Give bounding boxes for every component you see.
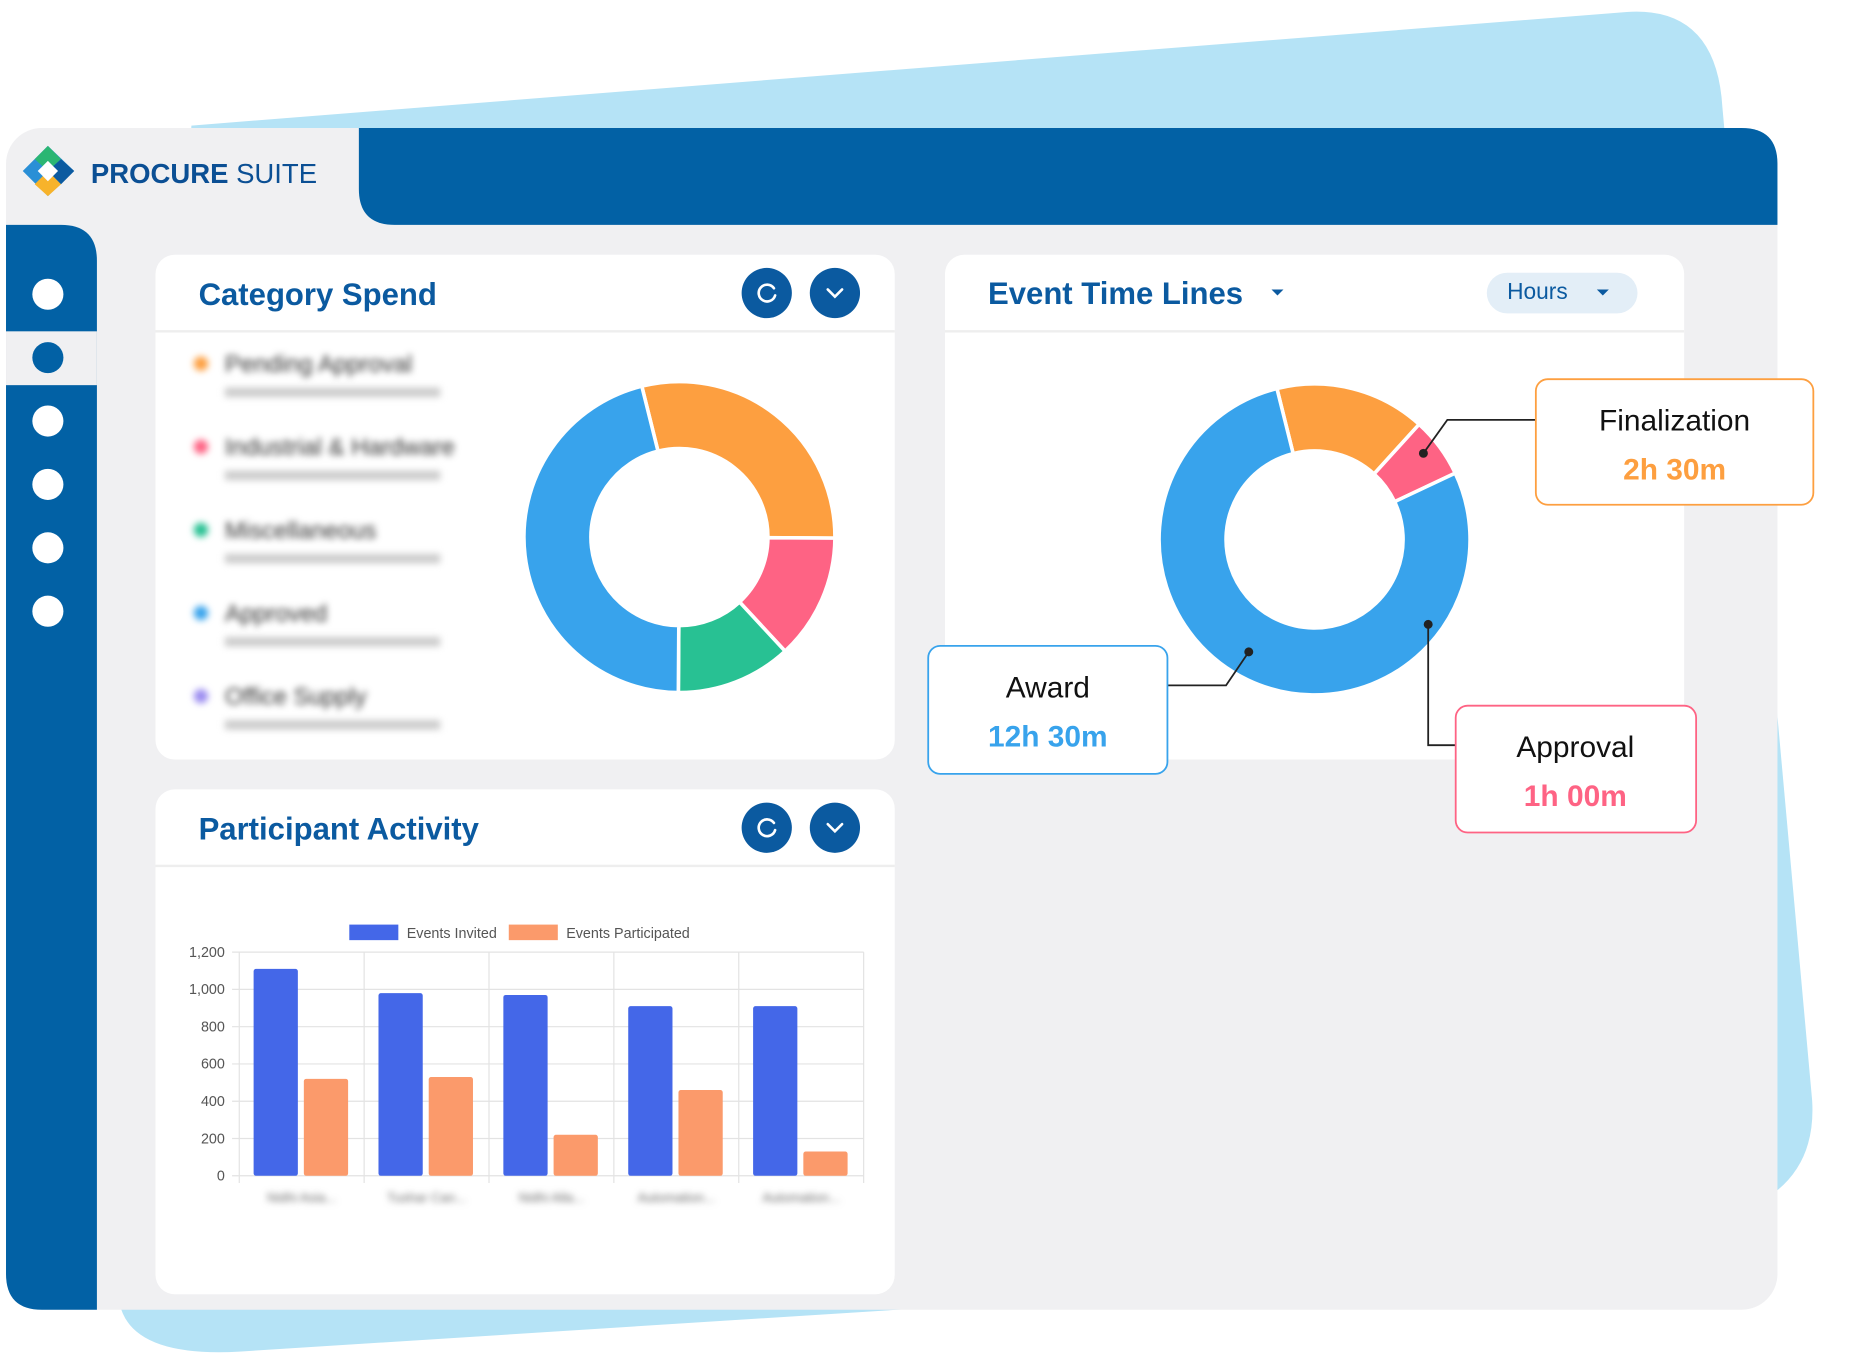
- legend-swatch: [349, 924, 399, 941]
- sidebar: [6, 224, 97, 1310]
- legend-label: Pending Approval: [225, 351, 412, 378]
- refresh-button[interactable]: [741, 802, 792, 853]
- callout-label: Award: [1006, 671, 1090, 704]
- x-tick-label: Nidhi Alla...: [519, 1190, 585, 1205]
- callout: [1534, 378, 1815, 506]
- card-title: Event Time Lines: [988, 276, 1243, 311]
- x-tick-label: Automation...: [638, 1190, 715, 1205]
- y-tick-label: 200: [201, 1131, 225, 1147]
- donut-segment: [1157, 386, 1472, 697]
- callout-label: Finalization: [1599, 405, 1750, 438]
- legend-subtext: [224, 636, 441, 647]
- brand-bold: PROCURE: [91, 158, 229, 189]
- bar: [503, 994, 548, 1176]
- callout: [1454, 704, 1698, 834]
- legend-label: Miscellaneous: [225, 517, 377, 544]
- donut-segment: [639, 379, 837, 540]
- bar: [628, 1006, 673, 1176]
- unit-label: Hours: [1507, 278, 1568, 304]
- nav-item[interactable]: [32, 405, 64, 437]
- legend-dot: [193, 439, 209, 454]
- nav-item[interactable]: [32, 595, 64, 627]
- card: [944, 254, 1685, 760]
- brand-light: SUITE: [236, 158, 317, 189]
- legend-subtext: [224, 720, 441, 730]
- legend-subtext: [224, 387, 441, 398]
- bar: [753, 1006, 798, 1176]
- expand-button[interactable]: [809, 802, 861, 853]
- dropdown-caret[interactable]: [1271, 289, 1284, 296]
- y-tick-label: 1,000: [189, 982, 225, 998]
- nav-item[interactable]: [32, 532, 64, 564]
- callout-label: Approval: [1516, 731, 1634, 764]
- x-tick-label: Nidhi Asia...: [267, 1190, 336, 1205]
- card-buttons: [741, 267, 861, 853]
- dropdown-caret: [1596, 289, 1609, 296]
- donut: [1157, 382, 1472, 697]
- legend-dot: [193, 688, 209, 704]
- refresh-button[interactable]: [741, 267, 792, 319]
- y-tick-label: 600: [201, 1057, 225, 1073]
- y-tick-label: 0: [217, 1169, 225, 1185]
- legend: Pending Approval Industrial & Hardware Mis…: [193, 351, 455, 730]
- nav-item[interactable]: [32, 468, 64, 500]
- legend-subtext: [224, 553, 441, 564]
- nav-item[interactable]: [32, 278, 64, 310]
- bar: [253, 968, 298, 1176]
- nav-item[interactable]: [32, 342, 64, 374]
- legend-label: Events Invited: [407, 926, 497, 942]
- legend-dot: [193, 356, 209, 371]
- bar: [378, 993, 423, 1176]
- bar: [803, 1151, 848, 1176]
- legend-swatch: [508, 924, 558, 941]
- legend-dot: [193, 522, 209, 538]
- legend-label: Approved: [225, 600, 327, 627]
- y-tick-label: 400: [201, 1094, 225, 1110]
- x-tick-label: Tushar Can...: [387, 1190, 466, 1205]
- donut-segment: [522, 384, 681, 695]
- callout-value: 1h 00m: [1524, 780, 1627, 813]
- y-tick-label: 1,200: [189, 945, 225, 961]
- callout-value: 12h 30m: [988, 720, 1108, 753]
- x-tick-label: Automation...: [762, 1190, 839, 1205]
- legend-label: Industrial & Hardware: [225, 434, 455, 461]
- callout-texts: Finalization 2h 30m Approval 1h 00m Award 12h…: [988, 405, 1750, 814]
- sidebar-icons: [32, 278, 64, 627]
- unit-selector[interactable]: [1486, 272, 1638, 314]
- top-bar: [358, 127, 1778, 225]
- bar: [428, 1076, 473, 1176]
- y-tick-label: 800: [201, 1019, 225, 1035]
- bar: [678, 1090, 723, 1176]
- callout-value: 2h 30m: [1623, 454, 1726, 487]
- legend-label: Office Supply: [225, 684, 367, 711]
- logo: [22, 145, 75, 197]
- legend-dot: [193, 605, 209, 621]
- bar-chart: 0 200 400 600 800 1,000 1,200 Nidhi Asia... Tush…: [189, 924, 865, 1205]
- legend-subtext: [224, 470, 441, 481]
- donut: [522, 379, 837, 695]
- callout: [927, 645, 1169, 775]
- brand: PROCURE SUITE: [91, 158, 317, 189]
- bar: [553, 1134, 598, 1176]
- legend-label: Events Participated: [566, 926, 690, 942]
- expand-button[interactable]: [809, 267, 861, 319]
- bar: [303, 1078, 349, 1176]
- card-title: Category Spend: [199, 277, 437, 312]
- card-title: Participant Activity: [199, 812, 480, 847]
